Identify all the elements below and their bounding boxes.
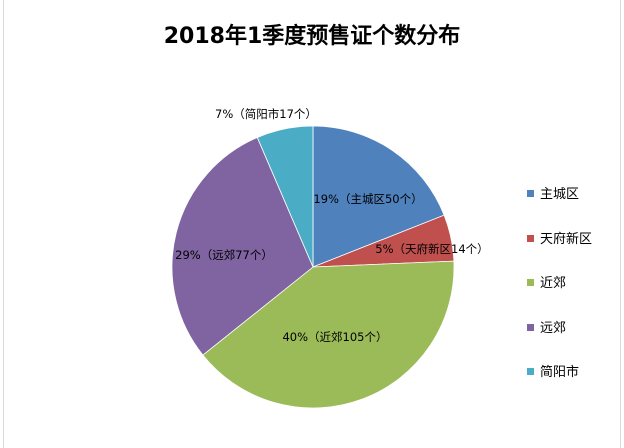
pie-slice-3 (202, 260, 455, 409)
pie-slice-4 (171, 136, 314, 356)
legend-label: 简阳市 (540, 365, 580, 380)
data-label-1: 19%（主城区50个） (313, 192, 422, 206)
legend-item-2: 天府新区 (527, 231, 592, 249)
chart-title: 2018年1季度预售证个数分布 (163, 24, 461, 49)
data-label-2: 5%（天府新区14个） (375, 242, 488, 256)
legend-swatch (527, 368, 534, 375)
legend-label: 近郊 (540, 276, 567, 291)
legend-item-5: 简阳市 (527, 364, 579, 382)
legend-label: 天府新区 (540, 231, 593, 247)
legend-swatch (527, 323, 534, 331)
legend-item-1: 主城区 (527, 186, 579, 204)
sheet-grid-line (620, 0, 621, 448)
pie-slice-5 (256, 125, 314, 268)
legend-label: 主城区 (540, 187, 580, 202)
legend-item-4: 远郊 (527, 320, 566, 338)
data-label-4: 29%（远郊77个） (175, 248, 273, 262)
sheet-grid-line (3, 0, 4, 448)
legend-swatch (527, 234, 534, 242)
legend-swatch (527, 279, 534, 286)
legend-label: 远郊 (540, 320, 567, 336)
data-label-5: 7%（简阳市17个） (215, 107, 317, 121)
pie-slice-1 (312, 125, 445, 268)
legend-swatch (527, 190, 534, 197)
legend-item-3: 近郊 (527, 275, 566, 293)
data-label-3: 40%（近郊105个） (282, 330, 387, 344)
